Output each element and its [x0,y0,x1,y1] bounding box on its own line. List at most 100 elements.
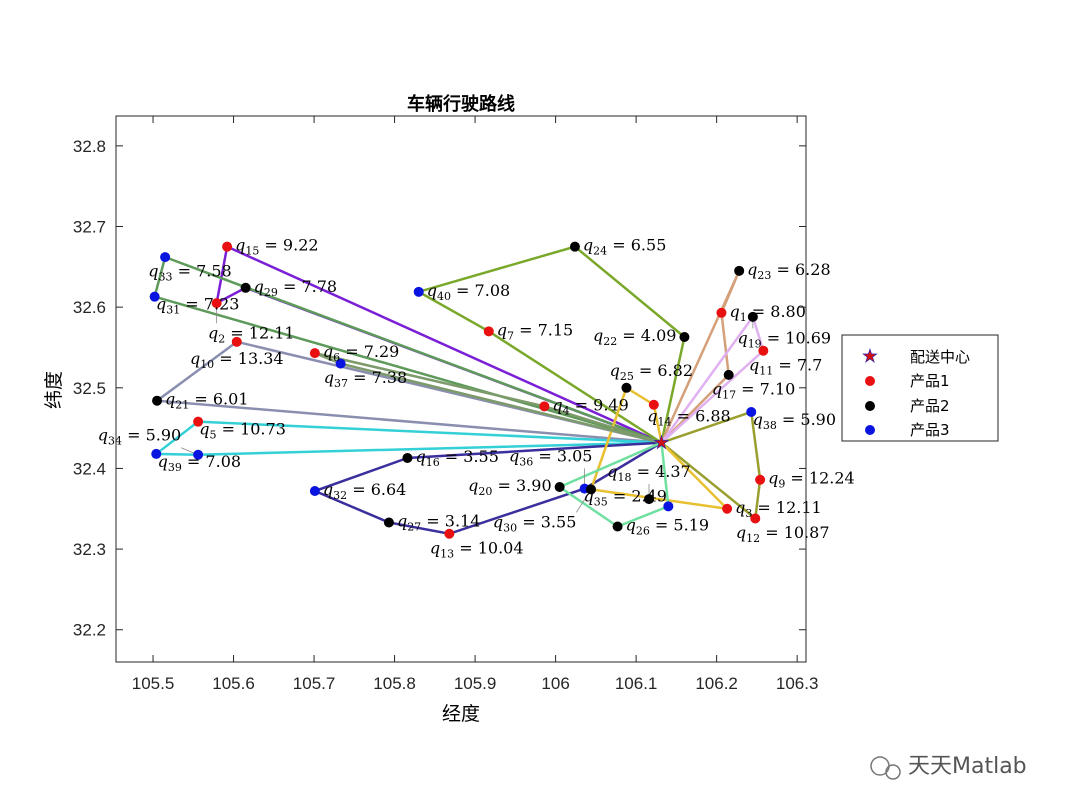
y-tick-label: 32.4 [73,459,106,478]
x-axis-label: 经度 [442,703,480,725]
customer-point [612,521,623,532]
customer-point [539,401,550,412]
plot-box [115,115,807,663]
point-label: q16 = 3.55 [415,447,498,469]
customer-point [663,501,674,512]
watermark: 天天Matlab [870,754,1027,780]
point-label: q4 = 9.49 [552,395,628,417]
point-label: q37 = 7.38 [324,368,407,390]
customer-point [444,528,455,539]
point-label: q34 = 5.90 [98,426,181,448]
point-label: q30 = 3.55 [493,512,576,534]
customer-point [160,252,171,263]
x-tick-label: 105.7 [293,674,336,693]
point-label: q20 = 3.90 [468,476,551,498]
customer-point [755,474,766,485]
customer-point [722,503,733,514]
customer-point [554,481,565,492]
y-tick-label: 32.5 [73,379,106,398]
route-line [589,385,731,511]
customer-point [193,416,204,427]
point-label: q36 = 3.05 [509,446,592,468]
customer-point [151,448,162,459]
point-label: q1 = 8.80 [729,302,805,324]
legend-star-icon: ★ [862,346,878,366]
x-tick-label: 106.1 [615,674,658,693]
point-label: q15 = 9.22 [235,236,318,258]
point-label: q9 = 12.24 [768,469,855,491]
customer-point [586,484,597,495]
point-label: q31 = 7.23 [156,295,239,317]
customer-point [231,336,242,347]
legend-marker-p3 [865,425,875,435]
point-label: q22 = 4.09 [593,326,676,348]
point-label: q39 = 7.08 [158,452,241,474]
point-label: q26 = 5.19 [626,516,709,538]
route-line [660,314,765,444]
point-label: q40 = 7.08 [427,281,510,303]
y-tick-label: 32.7 [73,217,106,236]
customer-point [679,331,690,342]
x-tick-label: 105.5 [132,674,175,693]
customer-point [716,307,727,318]
point-label: q6 = 7.29 [323,342,399,364]
legend-marker-p1 [865,376,875,386]
point-label: q3 = 12.11 [735,498,822,520]
customer-point [723,369,734,380]
point-label: q14 = 6.88 [647,406,730,428]
customer-point [758,345,769,356]
customer-point [747,311,758,322]
point-label: q13 = 10.04 [430,538,524,560]
customer-point [152,395,163,406]
y-tick-label: 32.8 [73,137,106,156]
x-tick-label: 106.2 [695,674,738,693]
legend-label-p2: 产品2 [910,397,950,415]
legend-marker-p2 [865,401,875,411]
customer-point [383,517,394,528]
depot-star-icon: ★ [653,433,669,453]
point-label: q33 = 7.58 [148,262,231,284]
point-label: q12 = 10.87 [736,523,830,545]
customer-point [569,241,580,252]
point-label: q10 = 13.34 [190,349,284,371]
customer-point [483,326,494,337]
point-label: q25 = 6.82 [610,361,693,383]
point-label: q11 = 7.7 [749,355,822,377]
point-label: q23 = 6.28 [747,260,830,282]
x-tick-label: 105.9 [454,674,497,693]
x-tick-label: 106.3 [776,674,819,693]
route-line [153,340,662,444]
x-tick-label: 106 [541,674,569,693]
legend-label-p3: 产品3 [910,421,950,439]
point-label: q24 = 6.55 [583,236,666,258]
point-label: q27 = 3.14 [397,511,480,533]
y-tick-label: 32.3 [73,540,106,559]
customer-point [734,265,745,276]
y-tick-label: 32.6 [73,298,106,317]
point-label: q18 = 4.37 [607,462,690,484]
point-label: q7 = 7.15 [497,320,573,342]
customer-point [413,286,424,297]
chart-title: 车辆行驶路线 [407,93,515,115]
point-label: q17 = 7.10 [712,379,795,401]
customer-point [402,452,413,463]
watermark-text: 天天Matlab [908,754,1027,779]
ticks: 105.5 105.6 105.7 105.8 105.9 106 106.1 106.2 10… [73,116,819,693]
customer-point [222,241,233,252]
route-line [415,245,686,444]
customer-point [240,282,251,293]
point-label: q19 = 10.69 [737,328,831,350]
point-label: q32 = 6.64 [323,480,406,502]
customer-point [309,348,320,359]
point-label: q21 = 6.01 [165,390,248,412]
customer-point [746,406,757,417]
point-label: q5 = 10.73 [199,420,286,442]
customer-point [193,449,204,460]
customer-point [643,494,654,505]
point-label: q2 = 12.11 [208,323,295,345]
legend: ★ 配送中心 产品1 产品2 产品3 [841,334,999,442]
route-line [153,255,662,444]
y-tick-label: 32.2 [73,621,106,640]
point-label: q35 = 2.49 [584,486,667,508]
